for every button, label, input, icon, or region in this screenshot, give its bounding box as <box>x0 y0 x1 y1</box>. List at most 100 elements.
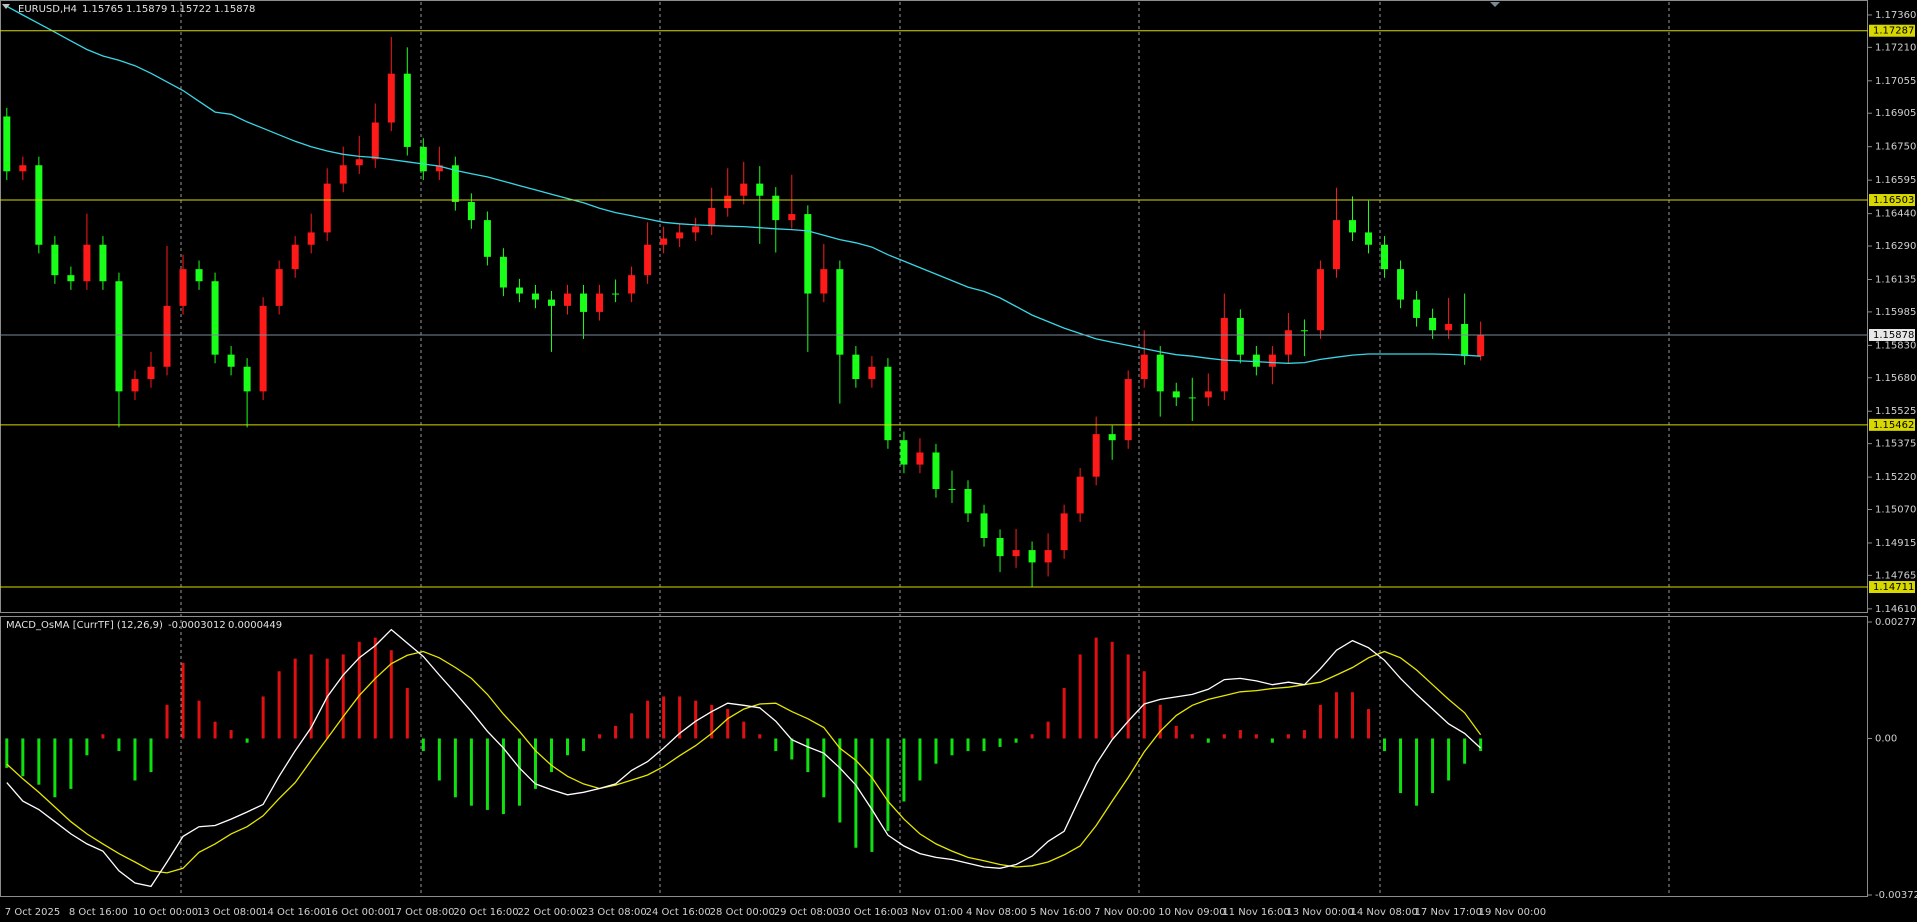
candle-body <box>483 220 491 257</box>
candle-body <box>1413 299 1421 318</box>
candle-body <box>900 440 908 465</box>
x-tick-label: 7 Nov 00:00 <box>1094 907 1155 918</box>
level-label: 1.16503 <box>1873 195 1914 206</box>
x-tick-label: 11 Nov 16:00 <box>1222 907 1289 918</box>
osma-bar <box>1447 738 1451 781</box>
candle-body <box>467 201 475 221</box>
osma-bar <box>934 738 938 764</box>
candle-body <box>275 269 283 306</box>
osma-bar <box>405 688 409 739</box>
candle-body <box>1044 550 1052 563</box>
osma-bar <box>966 738 970 752</box>
candle-body <box>596 293 604 312</box>
x-tick-label: 19 Nov 00:00 <box>1479 907 1546 918</box>
x-tick-label: 14 Nov 08:00 <box>1350 907 1417 918</box>
y-tick-label: 1.16290 <box>1875 241 1916 252</box>
x-tick-label: 22 Oct 00:00 <box>517 907 582 918</box>
candle-body <box>916 452 924 465</box>
y-tick-label: 1.17055 <box>1875 76 1916 87</box>
candle-body <box>115 281 123 392</box>
candle-body <box>1140 354 1148 380</box>
y-tick-label: 1.14610 <box>1875 604 1916 615</box>
candle-body <box>371 122 379 160</box>
candle-body <box>499 256 507 288</box>
osma-bar <box>101 734 105 739</box>
candle-body <box>772 195 780 221</box>
x-tick-label: 16 Oct 00:00 <box>325 907 390 918</box>
candle-body <box>884 366 892 441</box>
candle-body <box>948 488 956 490</box>
candle-body <box>1381 244 1389 270</box>
osma-bar <box>614 725 618 739</box>
osma-bar <box>389 650 393 739</box>
y-tick-label: 1.17210 <box>1875 42 1916 53</box>
candle-body <box>996 538 1004 557</box>
candle-body <box>1268 354 1276 367</box>
candle-body <box>564 293 572 306</box>
level-label: 1.15462 <box>1873 420 1914 431</box>
candle-body <box>387 73 395 123</box>
osma-bar <box>678 696 682 739</box>
candle-body <box>692 226 700 233</box>
osma-bar <box>245 738 249 743</box>
candle-body <box>451 165 459 202</box>
osma-bar <box>197 700 201 739</box>
osma-bar <box>998 738 1002 747</box>
y-tick-label: -0.0037252 <box>1875 890 1917 901</box>
osma-bar <box>1270 738 1274 743</box>
candle-body <box>83 244 91 282</box>
macd-value: -0.0003012 <box>168 620 226 631</box>
osma-bar <box>854 738 858 848</box>
osma-bar <box>902 738 906 802</box>
symbol: EURUSD,H4 <box>18 4 77 15</box>
osma-bar <box>5 738 9 768</box>
candle-body <box>1188 397 1196 399</box>
osma-bar <box>1318 704 1322 739</box>
candle-body <box>836 269 844 355</box>
shift-marker <box>1490 2 1500 7</box>
x-tick-label: 4 Nov 08:00 <box>966 907 1027 918</box>
macd-line <box>6 628 1482 888</box>
candle-body <box>307 232 315 245</box>
candle-body <box>99 244 107 282</box>
candle-body <box>243 366 251 392</box>
osma-bar <box>149 738 153 773</box>
quote-open: 1.15765 <box>82 4 123 15</box>
osma-bar <box>1431 738 1435 794</box>
osma-bar <box>37 738 41 785</box>
x-tick-label: 10 Nov 09:00 <box>1158 907 1225 918</box>
candle-body <box>227 354 235 367</box>
osma-bar <box>982 738 986 752</box>
symbol-icon <box>2 4 10 9</box>
y-tick-label: 1.15220 <box>1875 472 1916 483</box>
candle-body <box>1028 550 1036 563</box>
osma-bar <box>373 637 377 739</box>
y-tick-label: 1.16440 <box>1875 209 1916 220</box>
osma-bar <box>1415 738 1419 806</box>
candle-body <box>1284 330 1292 355</box>
candle-body <box>3 116 11 172</box>
candle-body <box>932 452 940 489</box>
signal-value: 0.0000449 <box>228 620 282 631</box>
candle-body <box>1012 550 1020 557</box>
level-label-box <box>1869 194 1915 207</box>
osma-bar <box>485 738 489 810</box>
candle-body <box>1204 391 1212 398</box>
osma-bar <box>1158 704 1162 739</box>
y-tick-label: 1.15525 <box>1875 406 1916 417</box>
candle-body <box>820 269 828 294</box>
level-label: 1.17287 <box>1873 26 1914 37</box>
osma-bar <box>646 700 650 739</box>
osma-bar <box>726 709 730 739</box>
osma-bar <box>1302 730 1306 739</box>
candle-body <box>1124 379 1132 441</box>
osma-bar <box>710 704 714 739</box>
osma-bar <box>1463 738 1467 764</box>
x-tick-label: 3 Nov 01:00 <box>902 907 963 918</box>
y-tick-label: 1.16595 <box>1875 175 1916 186</box>
candle-body <box>964 488 972 514</box>
osma-bar <box>838 738 842 823</box>
time-grid <box>180 2 1670 895</box>
quote-low: 1.15722 <box>170 4 211 15</box>
osma-bar <box>822 738 826 798</box>
